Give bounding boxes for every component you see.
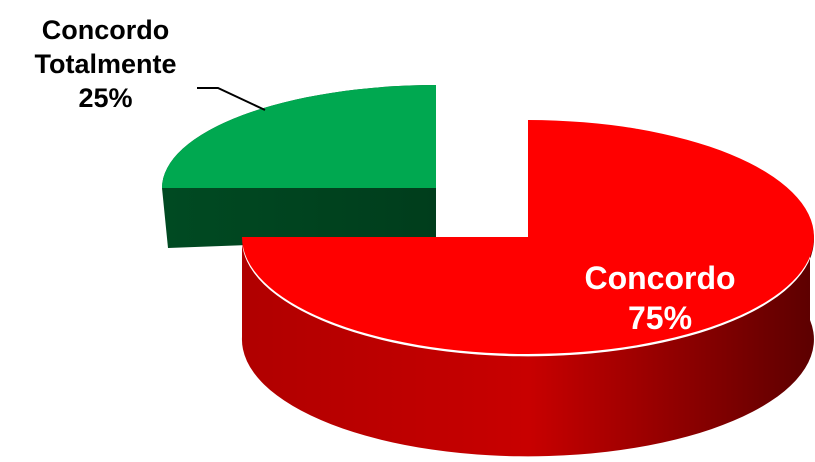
data-label-percent: 75% xyxy=(627,300,693,336)
data-label-concordo-totalmente: Concordo Totalmente 25% xyxy=(18,14,193,115)
slice-concordo-totalmente xyxy=(162,85,436,188)
slice-concordo-side xyxy=(241,220,814,457)
data-label-percent: 25% xyxy=(78,82,133,113)
data-label-concordo: Concordo 75% xyxy=(550,258,770,338)
slice-concordo xyxy=(242,120,814,354)
leader-line-concordo-totalmente xyxy=(197,87,266,111)
data-label-line-1: Concordo xyxy=(584,260,736,296)
data-label-line-2: Totalmente xyxy=(34,48,177,79)
data-label-line-1: Concordo xyxy=(41,15,170,45)
